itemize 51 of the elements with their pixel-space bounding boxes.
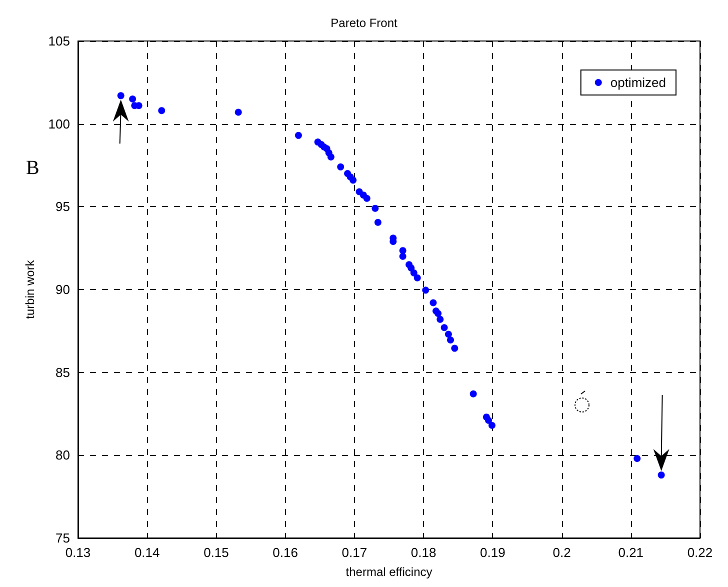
x-tick-label: 0.18: [410, 545, 436, 560]
y-tick-label: 80: [56, 448, 70, 463]
point: [337, 163, 344, 170]
point: [658, 472, 665, 479]
x-tick-label: 0.21: [618, 545, 644, 560]
point: [117, 92, 124, 100]
point: [434, 310, 442, 318]
x-tick-label: 0.2: [552, 545, 571, 560]
y-tick-label: 95: [56, 199, 70, 214]
point: [294, 132, 302, 139]
point: [414, 274, 421, 282]
point: [350, 176, 357, 184]
point: [234, 108, 242, 116]
y-tick-label: 85: [56, 364, 70, 380]
y-tick-label: 100: [48, 116, 70, 132]
point: [410, 269, 418, 276]
point: [485, 416, 492, 424]
point: [408, 264, 415, 272]
x-tick-label: 0.19: [480, 545, 506, 560]
point: [451, 344, 458, 352]
point: [444, 330, 452, 338]
x-tick-label: 0.22: [687, 545, 713, 560]
point: [436, 316, 444, 323]
point: [399, 247, 406, 254]
x-tick-label: 0.15: [204, 545, 229, 560]
y-tick-label: 90: [56, 282, 70, 297]
chart-title: Pareto Front: [330, 16, 398, 30]
point: [430, 299, 437, 306]
text: B: [26, 157, 40, 179]
x-tick-label: 0.13: [65, 545, 91, 560]
y-axis-title: turbin work: [23, 259, 37, 319]
y-tick-label: 105: [48, 34, 70, 48]
point: [634, 454, 641, 462]
point: [129, 95, 136, 102]
point: [447, 336, 454, 344]
x-tick-label: 0.17: [342, 545, 368, 560]
x-axis-title: thermal efficincy: [346, 565, 432, 579]
y-tick-label: 75: [56, 530, 70, 546]
point: [372, 204, 379, 212]
x-tick-label: 0.16: [272, 545, 298, 560]
point: [488, 422, 496, 429]
point: [158, 107, 166, 114]
point: [374, 218, 382, 226]
point: [363, 194, 370, 202]
point: [399, 252, 406, 260]
point: [440, 324, 448, 332]
point: [422, 286, 430, 294]
point: [327, 153, 334, 160]
point: [470, 390, 477, 398]
x-tick-label: 0.14: [134, 545, 160, 560]
legend-label: optimized: [610, 75, 666, 90]
